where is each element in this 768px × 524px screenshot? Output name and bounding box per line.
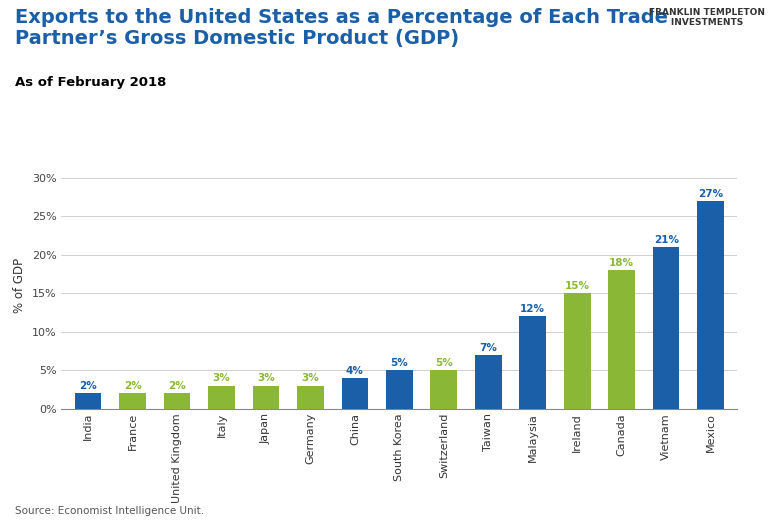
Bar — [564, 293, 591, 409]
Y-axis label: % of GDP: % of GDP — [13, 258, 26, 313]
Text: 5%: 5% — [390, 358, 409, 368]
Text: 12%: 12% — [520, 304, 545, 314]
Text: As of February 2018: As of February 2018 — [15, 76, 167, 89]
Bar — [475, 355, 502, 409]
Text: 5%: 5% — [435, 358, 452, 368]
Text: 3%: 3% — [257, 373, 275, 384]
Bar — [386, 370, 412, 409]
Text: 2%: 2% — [168, 381, 186, 391]
Text: 21%: 21% — [654, 235, 679, 245]
Text: 2%: 2% — [124, 381, 141, 391]
Bar — [697, 201, 724, 409]
Text: 3%: 3% — [213, 373, 230, 384]
Text: 15%: 15% — [564, 281, 590, 291]
Bar — [74, 394, 101, 409]
Bar — [253, 386, 280, 409]
Bar — [297, 386, 324, 409]
Bar — [342, 378, 368, 409]
Bar — [653, 247, 680, 409]
Bar — [164, 394, 190, 409]
Bar — [431, 370, 457, 409]
Text: Partner’s Gross Domestic Product (GDP): Partner’s Gross Domestic Product (GDP) — [15, 29, 459, 48]
Text: Source: Economist Intelligence Unit.: Source: Economist Intelligence Unit. — [15, 506, 204, 516]
Text: 7%: 7% — [479, 343, 497, 353]
Text: FRANKLIN TEMPLETON
       INVESTMENTS: FRANKLIN TEMPLETON INVESTMENTS — [649, 8, 765, 27]
Bar — [208, 386, 235, 409]
Text: Exports to the United States as a Percentage of Each Trade: Exports to the United States as a Percen… — [15, 8, 668, 27]
Text: 18%: 18% — [609, 258, 634, 268]
Bar — [519, 316, 546, 409]
Text: 4%: 4% — [346, 366, 364, 376]
Text: 2%: 2% — [79, 381, 97, 391]
Text: 3%: 3% — [302, 373, 319, 384]
Bar — [608, 270, 635, 409]
Text: 27%: 27% — [698, 189, 723, 199]
Bar — [119, 394, 146, 409]
